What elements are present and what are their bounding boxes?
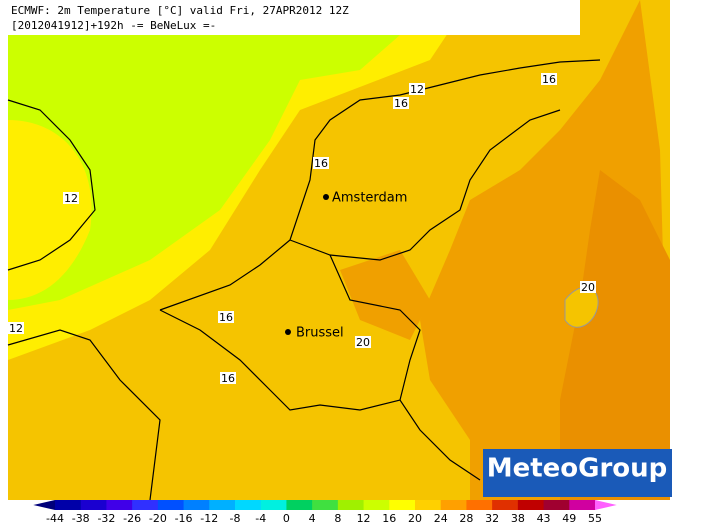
legend-tick-label: 28 [459, 512, 473, 525]
contour-label-box [393, 97, 409, 109]
legend-cell [363, 500, 390, 510]
legend-cell [517, 500, 545, 510]
legend-tick-label: 24 [434, 512, 448, 525]
legend-tick-label: -32 [97, 512, 115, 525]
legend-cell [389, 500, 416, 510]
legend-arrow [595, 500, 617, 510]
contour-label: 16 [221, 372, 235, 385]
contour-label: 12 [410, 83, 424, 96]
legend-tick-label: -26 [123, 512, 141, 525]
contour-label-box [63, 192, 79, 204]
legend-tick-label: 12 [357, 512, 371, 525]
legend-cell [543, 500, 570, 510]
legend-tick-label: -44 [46, 512, 64, 525]
legend-tick-label: 20 [408, 512, 422, 525]
contour-label: 16 [394, 97, 408, 110]
legend-cell [440, 500, 467, 510]
city-markers: Amsterdam Brussel [285, 191, 407, 341]
legend-tick-label: -12 [200, 512, 218, 525]
legend-cell [55, 500, 82, 510]
legend-cell [80, 500, 107, 510]
contour-label-box [8, 322, 24, 334]
legend-tick-label: 0 [283, 512, 290, 525]
city-label: Amsterdam [332, 191, 407, 206]
contour-label-box [355, 336, 371, 348]
legend-cell [569, 500, 596, 510]
contour-label: 12 [9, 322, 23, 335]
legend-tick-label: 8 [334, 512, 341, 525]
legend-cell [157, 500, 185, 510]
legend-cell [337, 500, 365, 510]
legend-cell [106, 500, 133, 510]
map-background [8, 0, 670, 500]
logo-box [483, 449, 672, 497]
legend-arrow [33, 500, 55, 510]
contour-label-box [409, 83, 425, 95]
legend-tick-label: 16 [382, 512, 396, 525]
legend-tick-label: 32 [485, 512, 499, 525]
city-dot [285, 329, 291, 335]
header-box [8, 0, 580, 35]
contour-label-box [313, 157, 329, 169]
logo: MeteoGroup [487, 454, 668, 484]
legend-tick-label: -20 [149, 512, 167, 525]
contour-label-box [541, 73, 557, 85]
contour-label-box [218, 311, 234, 323]
contour-label: 16 [314, 157, 328, 170]
contour-label: 20 [356, 336, 370, 349]
legend-tick-label: 4 [309, 512, 316, 525]
city-label: Brussel [296, 326, 344, 341]
legend-tick-label: 38 [511, 512, 525, 525]
contour-label-box [220, 372, 236, 384]
legend-cell [235, 500, 262, 510]
legend-cell [466, 500, 493, 510]
coastlines-borders [7, 59, 601, 501]
contour-label: 20 [581, 281, 595, 294]
legend-cell [183, 500, 210, 510]
color-legend: -44 -38 -32 -26 -20 -16 -12 -8 -4 0 4 8 12 16 20 24 28 32… [33, 500, 617, 525]
legend-cell [286, 500, 313, 510]
city-dot [323, 194, 329, 200]
legend-tick-label: 43 [537, 512, 551, 525]
contour-label-box [580, 281, 596, 293]
contour-label: 16 [219, 311, 233, 324]
header-line: [2012041912]+192h -= BeNeLux =- [11, 19, 216, 32]
legend-tick-label: -16 [175, 512, 193, 525]
legend-cell [260, 500, 287, 510]
legend-tick-label: 49 [562, 512, 576, 525]
legend-tick-label: 55 [588, 512, 602, 525]
legend-cell [132, 500, 159, 510]
contour-label: 12 [64, 192, 78, 205]
legend-cell [415, 500, 442, 510]
legend-cell [492, 500, 519, 510]
contour-label: 16 [542, 73, 556, 86]
legend-cell [209, 500, 236, 510]
legend-tick-label: -4 [255, 512, 266, 525]
legend-tick-label: -8 [230, 512, 241, 525]
legend-cell [312, 500, 339, 510]
legend-tick-label: -38 [72, 512, 90, 525]
header-line: ECMWF: 2m Temperature [°C] valid Fri, 27… [11, 4, 349, 17]
